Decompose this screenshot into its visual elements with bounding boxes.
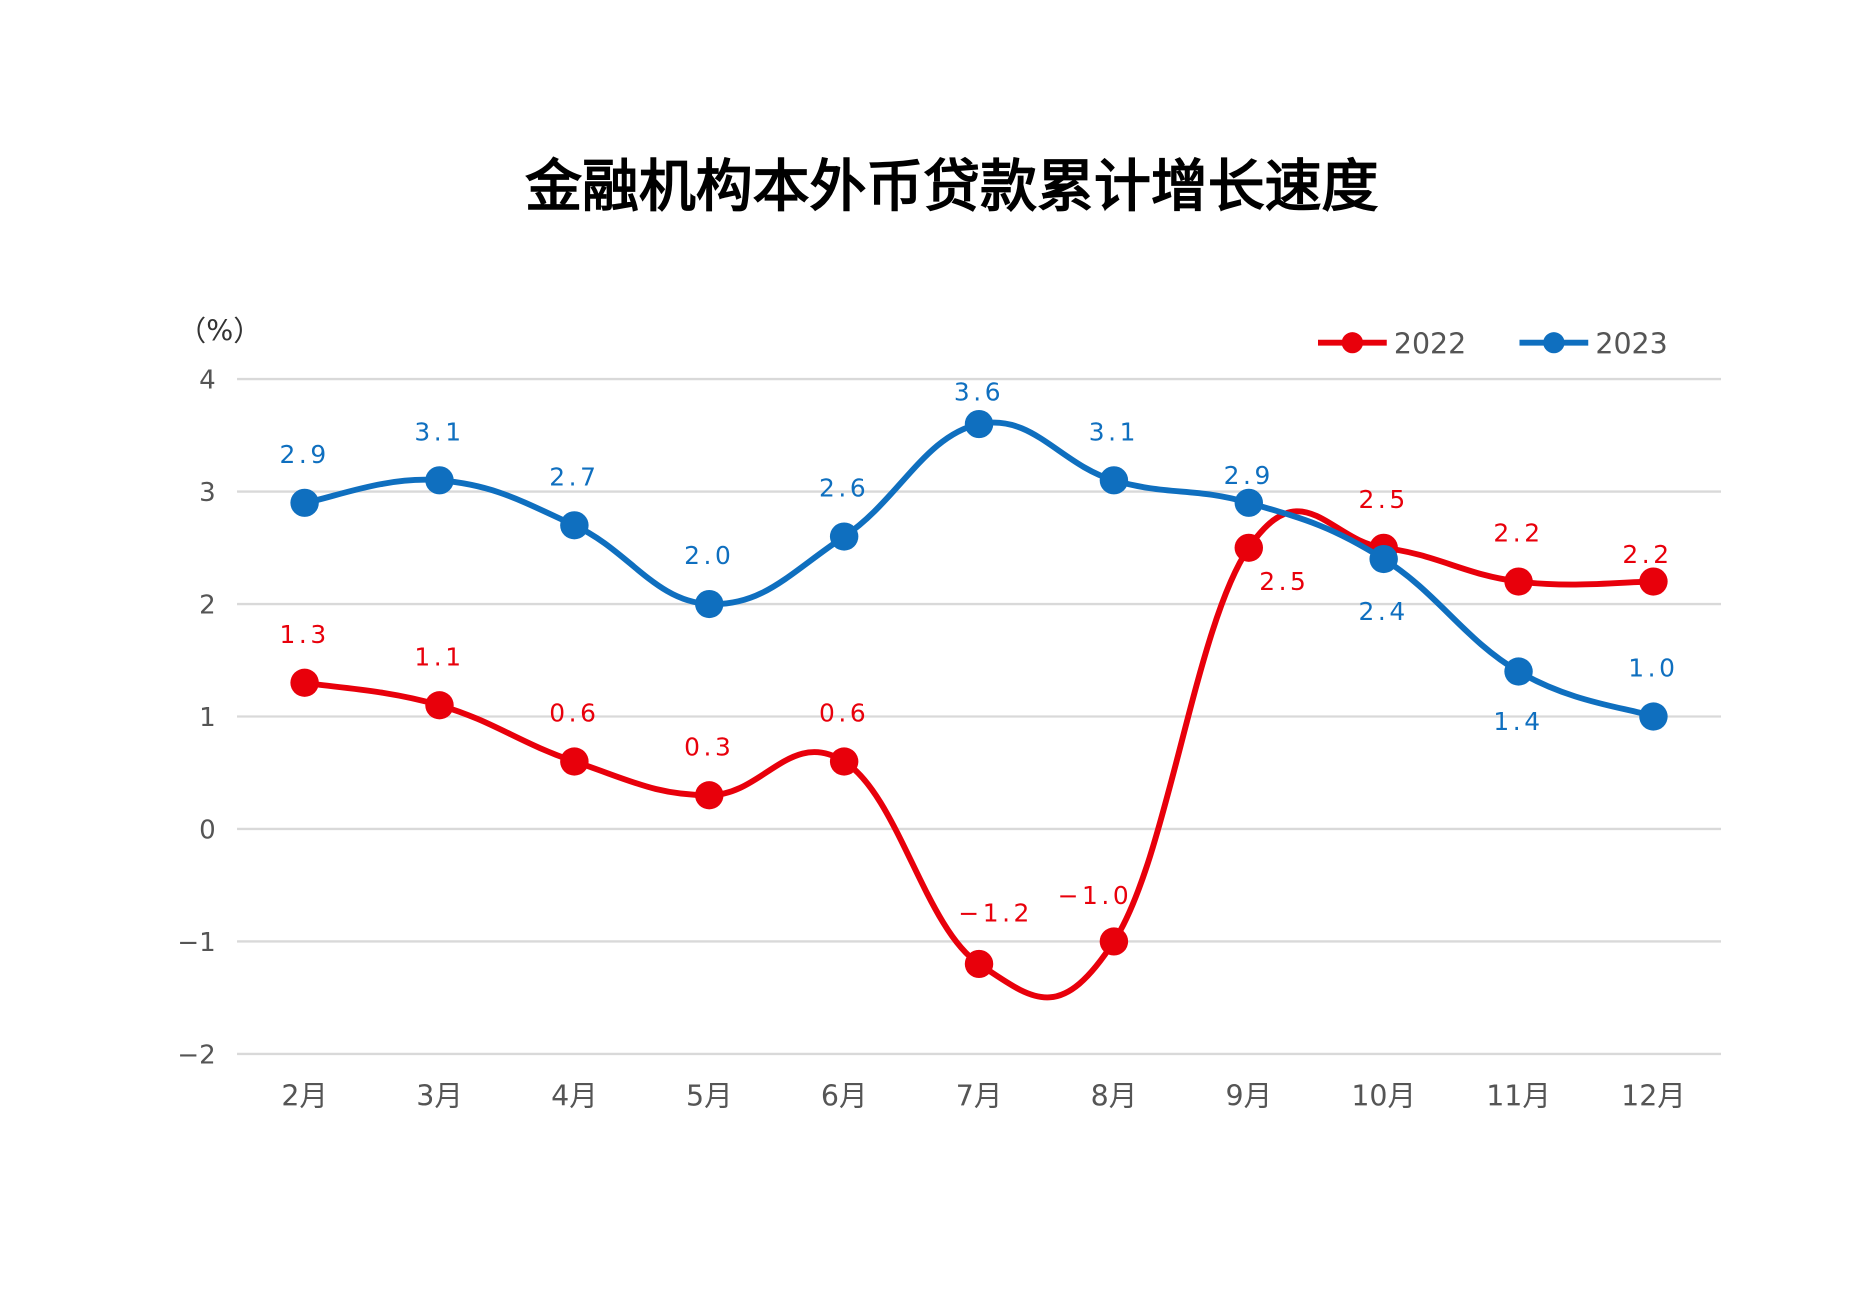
x-tick-label: 5月 xyxy=(686,1080,733,1113)
data-point xyxy=(695,589,724,619)
x-tick-label: 8月 xyxy=(1091,1080,1138,1113)
legend-label: 2023 xyxy=(1595,327,1667,360)
legend-marker xyxy=(1341,332,1364,354)
x-tick-label: 9月 xyxy=(1226,1080,1273,1113)
data-label: 3.6 xyxy=(954,378,1004,407)
x-tick-label: 4月 xyxy=(551,1080,598,1113)
x-tick-label: 11月 xyxy=(1486,1080,1551,1113)
legend-item-2022: 2022 xyxy=(1318,327,1466,360)
data-label: −1.0 xyxy=(1058,881,1133,910)
series-2022: 1.3 1.1 0.6 0.3 0.6 −1.2 −1.0 2.5 2.5 2.2 2.2 xyxy=(279,485,1672,1001)
data-point xyxy=(695,781,724,810)
data-point xyxy=(560,747,589,776)
x-tick-label: 6月 xyxy=(821,1080,868,1113)
data-point xyxy=(1369,544,1398,574)
data-label: 1.3 xyxy=(279,620,329,649)
chart-title: 金融机构本外币贷款累计增长速度 xyxy=(524,154,1379,220)
data-label: 1.0 xyxy=(1628,654,1678,683)
data-label: 1.4 xyxy=(1493,707,1543,736)
data-point xyxy=(290,668,319,697)
y-tick-label: 4 xyxy=(199,366,216,396)
y-tick-label: 3 xyxy=(199,478,216,508)
y-tick-label: −1 xyxy=(177,928,215,958)
data-label: 3.1 xyxy=(1089,418,1139,447)
x-tick-label: 2月 xyxy=(281,1080,328,1113)
data-point xyxy=(1099,927,1129,956)
data-label: 2.2 xyxy=(1493,519,1543,548)
data-point xyxy=(425,466,454,495)
legend-item-2023: 2023 xyxy=(1519,327,1668,360)
data-label: 2.2 xyxy=(1622,540,1672,569)
data-point xyxy=(1504,567,1533,596)
legend-marker xyxy=(1543,332,1565,354)
data-point xyxy=(1639,567,1668,596)
data-label: 2.9 xyxy=(1224,461,1274,490)
data-label: 2.5 xyxy=(1259,567,1309,596)
legend-label: 2022 xyxy=(1394,327,1466,360)
x-tick-label: 7月 xyxy=(956,1080,1003,1113)
data-label: 2.9 xyxy=(279,440,329,469)
data-point xyxy=(1639,702,1668,731)
data-label: 0.6 xyxy=(819,699,869,728)
data-point xyxy=(1504,657,1533,686)
data-label: 1.1 xyxy=(414,642,464,671)
data-point xyxy=(560,511,589,540)
data-label: 2.5 xyxy=(1359,485,1409,514)
data-point xyxy=(290,488,319,517)
series-line xyxy=(304,419,1655,720)
data-label: 2.6 xyxy=(819,474,869,503)
data-point xyxy=(1234,533,1264,562)
x-tick-label: 12月 xyxy=(1621,1080,1686,1113)
data-point xyxy=(1099,466,1129,495)
data-point xyxy=(1234,488,1264,517)
y-tick-label: −2 xyxy=(177,1040,215,1070)
data-point xyxy=(964,949,994,979)
data-label: 2.7 xyxy=(549,463,599,492)
data-label: −1.2 xyxy=(958,899,1033,928)
data-point xyxy=(829,522,859,551)
x-tick-label: 10月 xyxy=(1351,1080,1416,1113)
data-point xyxy=(829,747,859,776)
data-label: 0.3 xyxy=(684,732,734,761)
data-label: 3.1 xyxy=(414,418,464,447)
y-axis-unit: （%） xyxy=(178,314,262,347)
series-2023: 2.9 3.1 2.7 2.0 2.6 3.6 3.1 2.9 2.4 1.4 1.0 xyxy=(279,378,1678,736)
data-point xyxy=(964,409,994,439)
data-label: 2.0 xyxy=(684,541,734,570)
x-tick-label: 3月 xyxy=(416,1080,463,1113)
data-label: 0.6 xyxy=(549,699,599,728)
data-label: 2.4 xyxy=(1359,597,1409,626)
data-point xyxy=(425,691,454,720)
y-tick-label: 0 xyxy=(199,815,216,845)
y-tick-label: 2 xyxy=(199,591,216,621)
y-tick-label: 1 xyxy=(199,703,216,733)
